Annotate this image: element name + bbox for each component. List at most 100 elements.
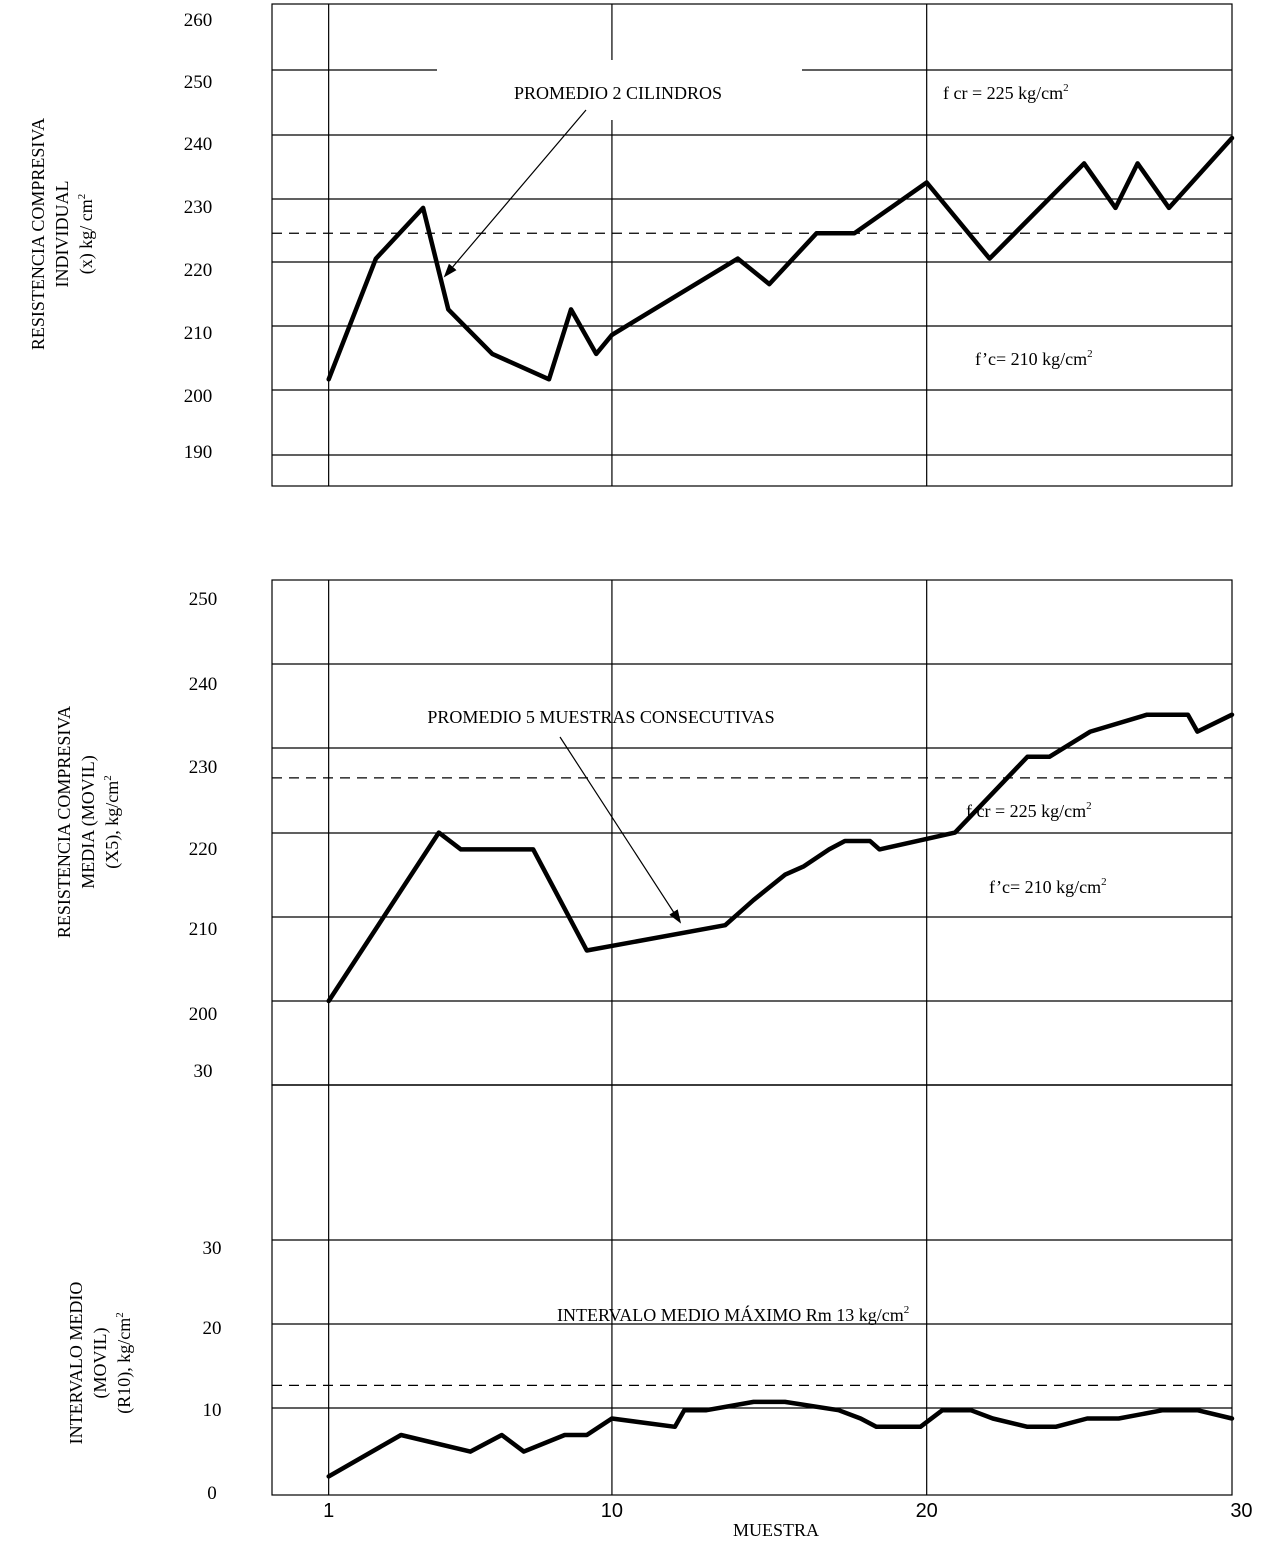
- panel3-data-point: [611, 1417, 613, 1420]
- panel1-ytick-label: 210: [184, 323, 213, 344]
- panel1-data-point: [491, 353, 493, 355]
- panel3-data-point: [838, 1409, 840, 1411]
- panel3-data-point: [970, 1409, 972, 1411]
- panel3-data-point: [1118, 1417, 1120, 1420]
- panel1-annotation-promedio: PROMEDIO 2 CILINDROS: [514, 83, 722, 103]
- panel3-data-point: [1196, 1409, 1198, 1411]
- panel1-data-point: [328, 378, 330, 380]
- panel1-data-point: [611, 334, 613, 336]
- panel1-ylabel-line3-main: (x) kg/ cm: [76, 199, 97, 274]
- panel2-series-line: [326, 712, 1235, 1004]
- panel2-ytick-label: 250: [189, 589, 218, 610]
- panel1-data-point: [1137, 162, 1139, 164]
- panel2-ytick-label: 230: [189, 757, 218, 778]
- panel3-ytick-label: 30: [203, 1238, 222, 1259]
- panel3-ylabel-line2: (MOVIL): [90, 1328, 111, 1399]
- panel3-data-point: [1231, 1417, 1233, 1420]
- panel3-ytick-label: 0: [207, 1483, 217, 1504]
- panel1-ytick-label: 250: [184, 72, 213, 93]
- panel1-fc-main: f’c= 210 kg/cm: [975, 349, 1087, 369]
- panel3-ytick-label: 20: [203, 1318, 222, 1339]
- panel3-data-point: [523, 1451, 525, 1453]
- panel2-data-point: [828, 848, 830, 851]
- panel2-data-point: [844, 840, 846, 842]
- panel2-fcr-sup: 2: [1086, 800, 1092, 812]
- reference-lines: [272, 232, 1232, 1387]
- panel1-data-point: [989, 258, 991, 260]
- panel1-data-point: [926, 181, 928, 184]
- panel1-data-point: [853, 232, 855, 234]
- panel2-data-point: [1048, 756, 1050, 758]
- panel2-ytick-label: 30: [194, 1061, 213, 1082]
- panel2-data-point: [878, 848, 881, 851]
- panel1-data-point: [768, 283, 770, 285]
- panel1-fcr-label: f cr = 225 kg/cm2: [943, 82, 1069, 103]
- panel2-fcr-main: f cr = 225 kg/cm: [966, 801, 1086, 821]
- panel1-data-point: [595, 353, 597, 355]
- x-tick-label: 1: [323, 1500, 334, 1522]
- panel2-ylabel-line1: RESISTENCIA COMPRESIVA: [54, 706, 74, 938]
- panel3-data-point: [1162, 1409, 1164, 1411]
- panel2-ytick-label: 220: [189, 839, 218, 860]
- panel1-fc-label: f’c= 210 kg/cm2: [975, 348, 1093, 369]
- panel3-series-line: [326, 1399, 1235, 1479]
- panel1-ytick-label: 200: [184, 386, 213, 407]
- panel3-data-point: [683, 1409, 685, 1411]
- panel2-annotation-promedio: PROMEDIO 5 MUESTRAS CONSECUTIVAS: [427, 707, 774, 727]
- panel2-data-point: [1026, 756, 1028, 758]
- panel3-data-point: [753, 1401, 755, 1403]
- panel1-ylabel-line1: RESISTENCIA COMPRESIVA: [28, 118, 48, 350]
- x-tick-label: 30: [1230, 1500, 1252, 1522]
- panel1-ylabel-line3: (x) kg/ cm2: [76, 194, 97, 274]
- panel2-data-point: [954, 832, 956, 834]
- panel2-data-point: [1089, 731, 1091, 733]
- panel1-ylabel-line2: INDIVIDUAL: [52, 181, 72, 288]
- panel2-data-point: [784, 874, 786, 876]
- panel2-data-point: [460, 848, 462, 851]
- plot-frames: [271, 3, 1233, 1496]
- panel2-fc-sup: 2: [1101, 876, 1107, 888]
- panel1-data-point: [737, 258, 739, 260]
- panel2-fc-label: f’c= 210 kg/cm2: [989, 876, 1107, 897]
- panel3-data-point: [674, 1426, 676, 1428]
- panel3-max-interval-main: INTERVALO MEDIO MÁXIMO Rm 13 kg/cm: [557, 1304, 904, 1325]
- panel1-data-point: [1168, 207, 1170, 209]
- panel1-data-point: [815, 232, 818, 234]
- panel3-data-point: [1055, 1426, 1057, 1428]
- panel3-data-point: [919, 1426, 922, 1428]
- grid-lines: [272, 4, 1232, 1495]
- panel2-ytick-label: 210: [189, 919, 218, 940]
- panel1-data-point: [375, 258, 377, 260]
- panel1-annotation-background: [437, 60, 802, 120]
- panel2-data-point: [1231, 714, 1233, 716]
- panel1-data-point: [570, 308, 572, 310]
- panel3-data-point: [941, 1409, 944, 1411]
- panel1-ytick-label: 230: [184, 197, 213, 218]
- panel2-data-point: [532, 848, 534, 851]
- panel1-ytick-label: 240: [184, 134, 213, 155]
- panel1-frame: [271, 3, 1233, 487]
- panel1-ytick-label: 260: [184, 10, 213, 31]
- x-tick-label: 20: [916, 1500, 938, 1522]
- panel2-data-point: [328, 1000, 330, 1002]
- panel2-ytick-label: 240: [189, 674, 218, 695]
- panel1-ytick-label: 190: [184, 442, 213, 463]
- panel3-data-point: [586, 1434, 588, 1436]
- panel3-frame: [271, 1084, 1233, 1496]
- panel2-data-point: [438, 832, 440, 834]
- panel1-data-point: [1231, 137, 1233, 139]
- panel3-data-point: [992, 1417, 994, 1420]
- panel3-max-interval-sup: 2: [904, 1304, 910, 1316]
- panel2-data-point: [803, 865, 805, 867]
- panel3-max-interval-label: INTERVALO MEDIO MÁXIMO Rm 13 kg/cm2: [557, 1304, 909, 1325]
- panel2-ytick-label: 200: [189, 1004, 218, 1025]
- panel3-ylabel-line1: INTERVALO MEDIO: [66, 1282, 86, 1445]
- panel3-data-point: [469, 1451, 471, 1453]
- panel3-data-point: [1026, 1426, 1028, 1428]
- panel1-data-point: [548, 378, 550, 380]
- panel2-data-point: [869, 840, 871, 842]
- panel3-data-point: [328, 1475, 330, 1477]
- panel2-ylabel-line3: (X5), kg/cm2: [102, 775, 123, 868]
- data-series: [326, 135, 1235, 1479]
- x-axis-label: MUESTRA: [733, 1520, 819, 1540]
